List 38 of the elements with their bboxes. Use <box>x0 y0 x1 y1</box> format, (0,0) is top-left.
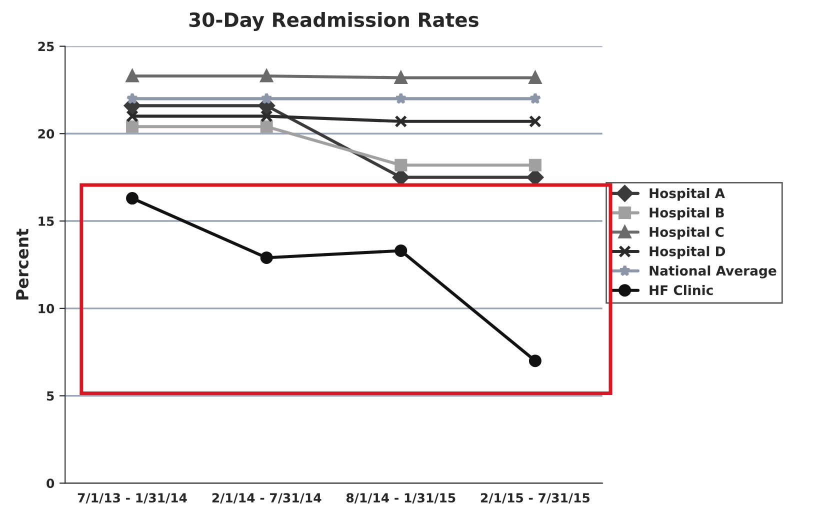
point <box>394 115 408 128</box>
y-tick-label: 15 <box>38 216 54 226</box>
point <box>394 71 408 84</box>
point <box>260 120 273 133</box>
legend-label: Hospital A <box>650 188 725 201</box>
y-tick-label: 20 <box>38 129 54 139</box>
point <box>260 92 273 104</box>
point <box>260 251 273 264</box>
y-tick-label: 0 <box>46 478 54 488</box>
point <box>528 71 542 84</box>
point <box>260 110 273 122</box>
point <box>126 110 139 122</box>
point <box>528 158 542 172</box>
point <box>528 115 542 128</box>
point <box>394 158 408 172</box>
x-tick-label: 2/1/14 - 7/31/14 <box>212 493 322 504</box>
point <box>126 192 139 205</box>
x-tick-label: 2/1/15 - 7/31/15 <box>480 493 590 504</box>
point <box>126 92 138 104</box>
x-tick-label: 8/1/14 - 1/31/15 <box>346 493 456 504</box>
legend-label: Hospital C <box>650 226 724 240</box>
legend-label: Hospital D <box>650 246 726 259</box>
x-tick-label: 7/1/13 - 1/31/14 <box>78 493 187 504</box>
legend-label: HF Clinic <box>650 284 713 296</box>
chart-title: 30-Day Readmission Rates <box>189 12 478 32</box>
y-tick-label: 5 <box>46 391 54 401</box>
y-axis-title: Percent <box>16 228 29 300</box>
y-tick-label: 10 <box>38 304 54 314</box>
point <box>529 92 542 104</box>
legend-label: Hospital B <box>650 207 724 220</box>
point <box>394 244 408 257</box>
point <box>394 92 407 104</box>
point <box>126 120 139 133</box>
legend-label: National Average <box>650 265 776 278</box>
point <box>260 70 273 82</box>
y-tick-label: 25 <box>38 42 54 52</box>
point <box>528 354 542 368</box>
point <box>126 70 139 82</box>
